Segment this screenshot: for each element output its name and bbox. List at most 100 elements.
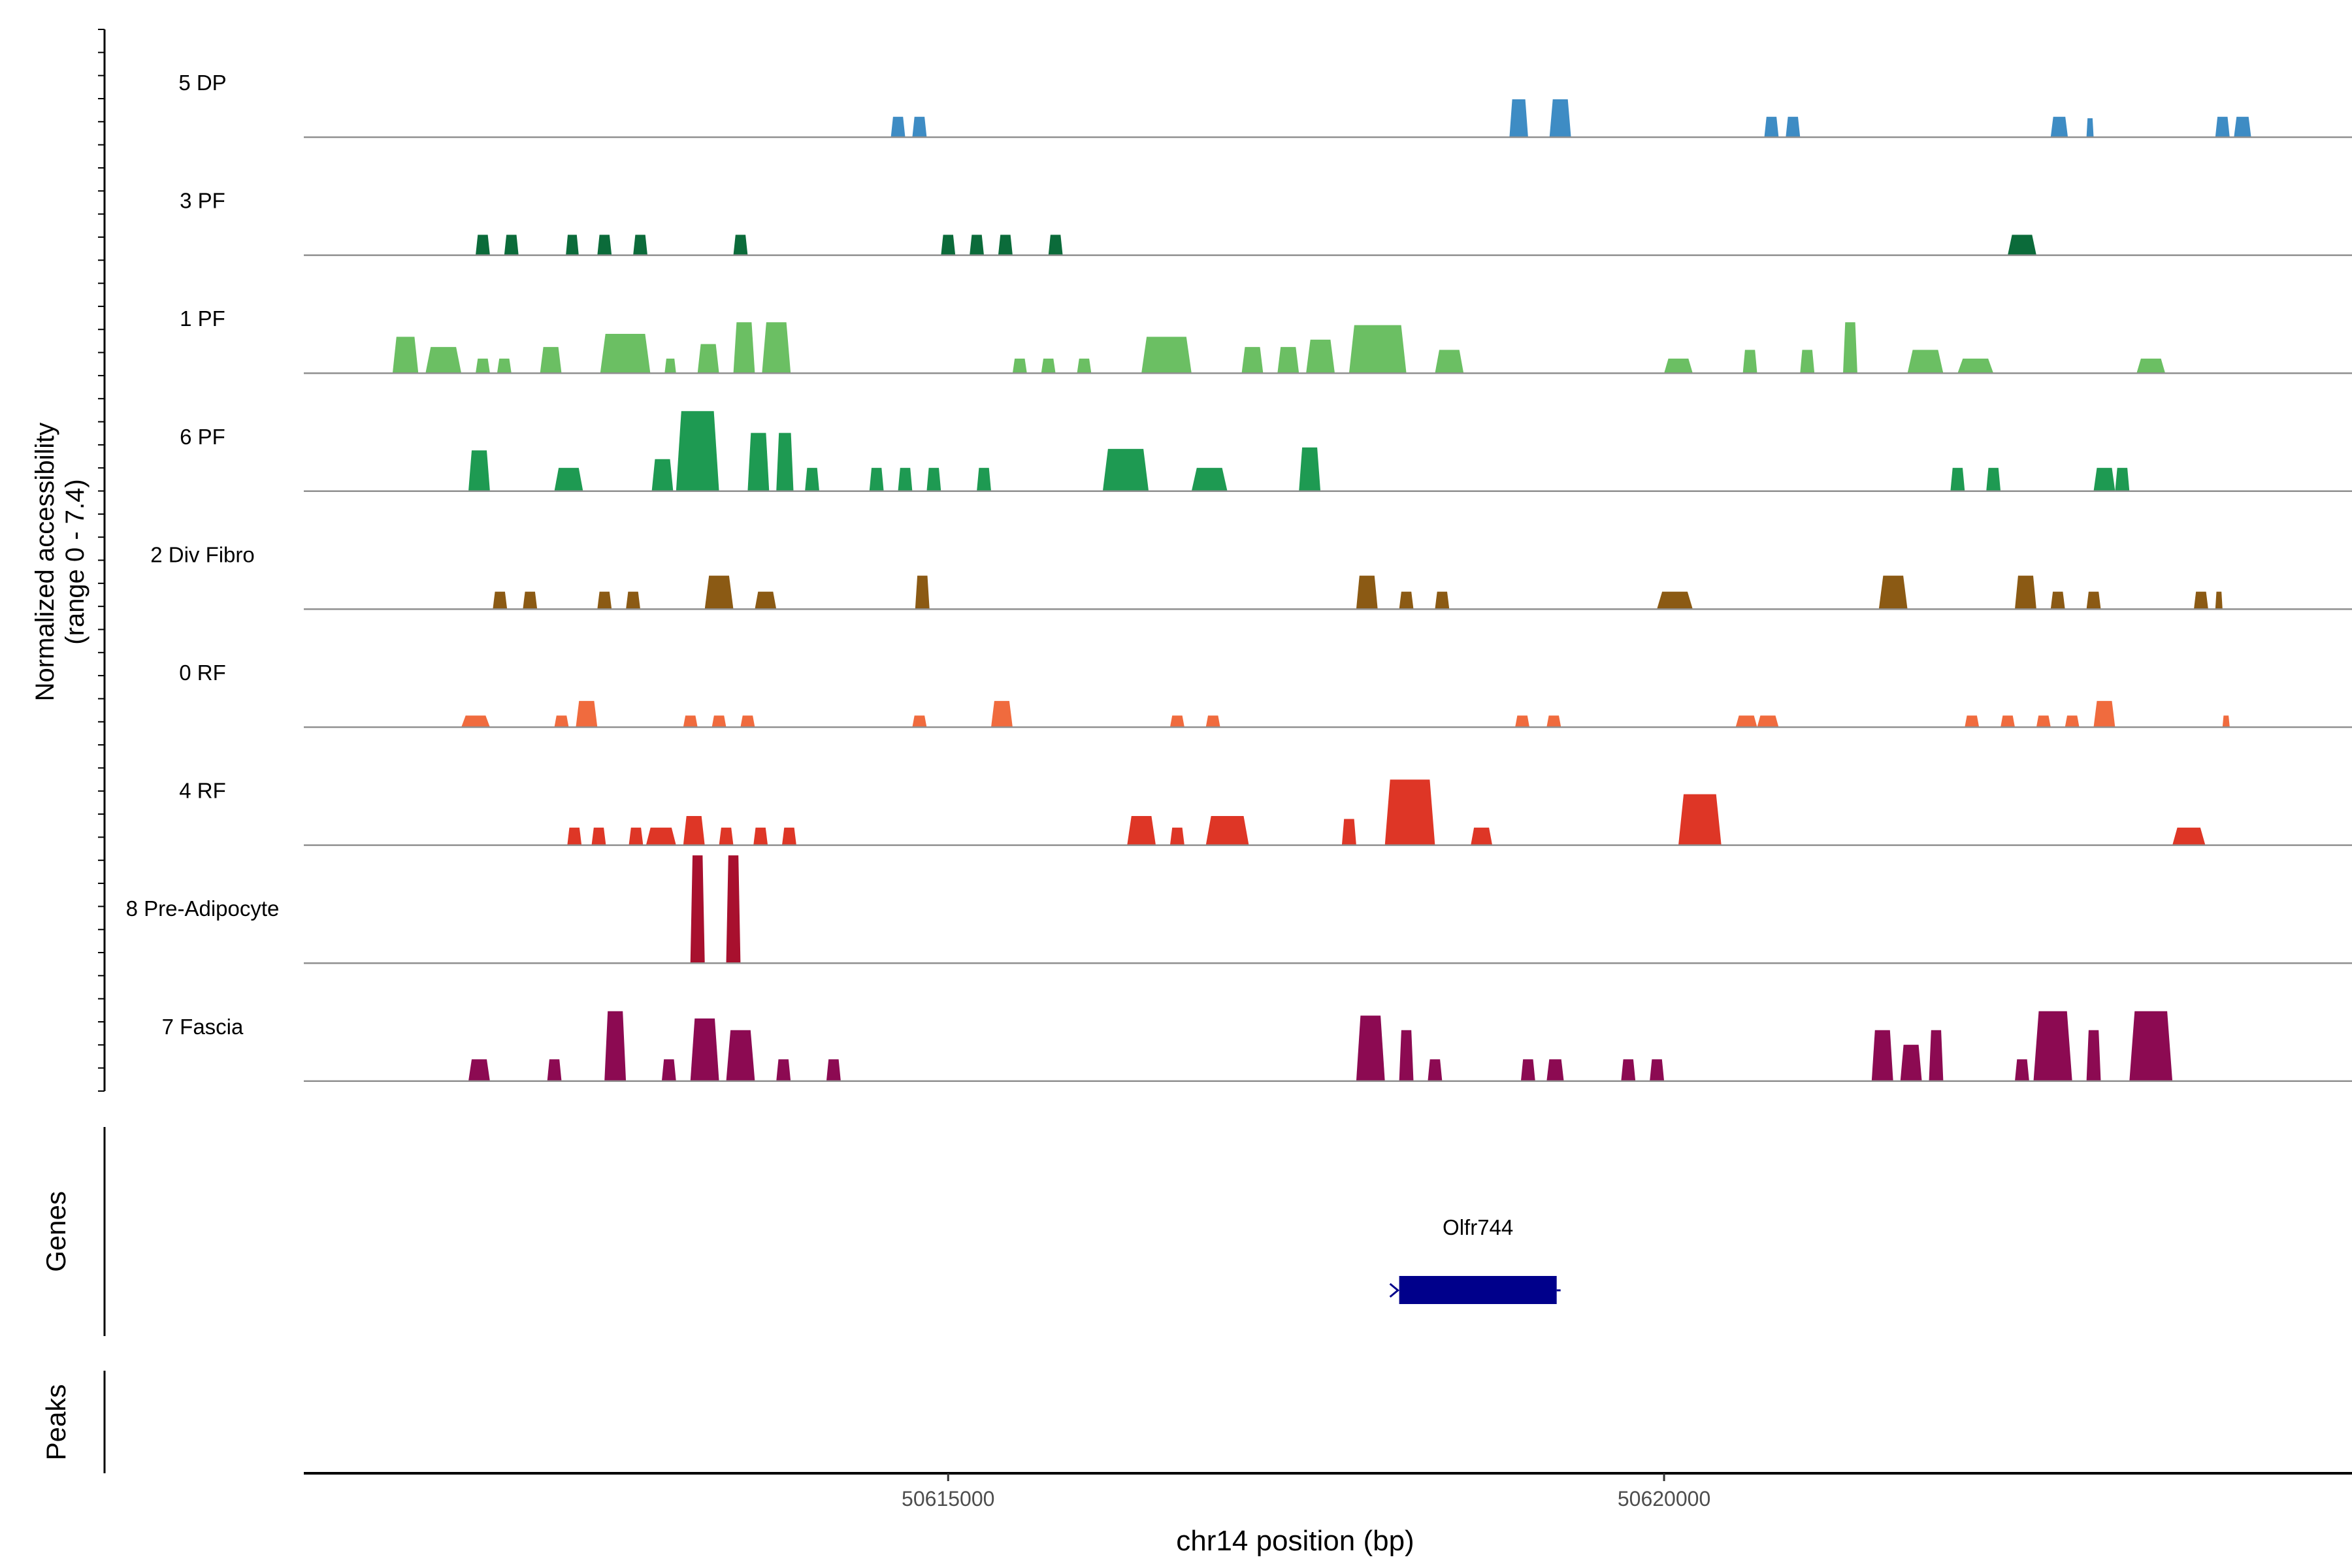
x-axis-label: chr14 position (bp): [1176, 1525, 1414, 1557]
accessibility-peak: [776, 1059, 791, 1081]
accessibility-peak: [468, 1059, 490, 1081]
accessibility-peak: [1900, 1045, 1922, 1081]
accessibility-peak: [941, 235, 956, 255]
accessibility-peak: [1399, 591, 1414, 610]
accessibility-peak: [1742, 350, 1757, 374]
accessibility-peak: [2093, 700, 2115, 727]
accessibility-peak: [1428, 1059, 1443, 1081]
accessibility-peak: [1515, 715, 1529, 727]
track-0-rf: 0 RF: [179, 661, 2352, 728]
accessibility-peak: [504, 235, 519, 255]
accessibility-peak: [1520, 1059, 1535, 1081]
x-tick-label: 50615000: [902, 1487, 994, 1511]
track-6-pf: 6 PF: [180, 411, 2352, 493]
gene-body: [1399, 1276, 1557, 1304]
accessibility-peak: [1141, 336, 1192, 374]
accessibility-peak: [597, 235, 612, 255]
accessibility-peak: [2222, 715, 2230, 727]
accessibility-peak: [1957, 358, 1994, 374]
accessibility-peak: [690, 1018, 719, 1081]
accessibility-peak: [1306, 339, 1335, 374]
accessibility-peak: [523, 591, 538, 610]
accessibility-peak: [1048, 235, 1063, 255]
accessibility-peak: [2136, 358, 2166, 374]
accessibility-peak: [2086, 118, 2094, 137]
accessibility-peak: [753, 827, 768, 845]
accessibility-peak: [1435, 591, 1450, 610]
accessibility-peak: [1546, 1059, 1564, 1081]
gene-name-label: Olfr744: [1443, 1215, 1513, 1239]
track-layer: 5 DP 3 PF 1 PF 6 PF 2 Div Fibro 0 RF 4 RF 8 Pre…: [126, 71, 2352, 1083]
accessibility-peak: [664, 358, 676, 374]
accessibility-peak: [1356, 576, 1378, 610]
accessibility-peak: [2015, 576, 2036, 610]
track-3-pf: 3 PF: [180, 189, 2352, 256]
accessibility-peak: [2008, 235, 2036, 255]
accessibility-peak: [1764, 116, 1779, 137]
accessibility-peak: [1205, 715, 1220, 727]
track-4-rf: 4 RF: [179, 779, 2352, 846]
accessibility-peak: [1102, 449, 1149, 491]
accessibility-peak: [2234, 116, 2251, 137]
accessibility-peak: [683, 816, 705, 845]
accessibility-peak: [926, 468, 941, 491]
gene-strand-arrow: [1389, 1282, 1399, 1298]
accessibility-peak: [1735, 715, 1757, 727]
accessibility-peak: [782, 827, 796, 845]
y-axis-label-line: Normalized accessibility: [31, 423, 59, 702]
accessibility-peak: [604, 1011, 627, 1081]
accessibility-peak: [915, 576, 930, 610]
accessibility-peak: [2086, 1030, 2101, 1081]
accessibility-peak: [651, 459, 674, 491]
accessibility-peak: [998, 235, 1013, 255]
accessibility-peak: [392, 336, 419, 374]
accessibility-peak: [869, 468, 884, 491]
accessibility-peak: [726, 1030, 755, 1081]
accessibility-peak: [762, 322, 791, 374]
accessibility-peak: [2015, 1059, 2029, 1081]
accessibility-peak: [576, 700, 598, 727]
accessibility-peak: [2215, 591, 2223, 610]
track-1-pf: 1 PF: [180, 306, 2352, 374]
accessibility-peak: [1546, 715, 1561, 727]
accessibility-peak: [567, 827, 582, 845]
accessibility-peak: [1965, 715, 1980, 727]
accessibility-peak: [493, 591, 508, 610]
accessibility-peak: [912, 116, 927, 137]
accessibility-peak: [1341, 819, 1356, 845]
y-axis-label: Normalized accessibility(range 0 - 7.4): [31, 423, 90, 702]
accessibility-peak: [1950, 468, 1965, 491]
accessibility-peak: [1800, 350, 1815, 374]
accessibility-peak: [991, 700, 1013, 727]
accessibility-peak: [2050, 591, 2065, 610]
accessibility-peak: [645, 827, 676, 845]
accessibility-peak: [2093, 468, 2115, 491]
accessibility-peak: [697, 344, 719, 374]
accessibility-peak: [1907, 350, 1944, 374]
accessibility-peak: [566, 235, 579, 255]
track-2-div-fibro: 2 Div Fibro: [150, 542, 2352, 610]
accessibility-peak: [591, 827, 606, 845]
accessibility-peak: [1077, 358, 1092, 374]
accessibility-peak: [1878, 576, 1908, 610]
accessibility-peak: [2036, 715, 2051, 727]
accessibility-peak: [2065, 715, 2080, 727]
gene-olfr744: Olfr744: [1389, 1215, 1561, 1304]
accessibility-peak: [2050, 116, 2068, 137]
accessibility-peak: [2001, 715, 2015, 727]
track-5-dp: 5 DP: [178, 71, 2352, 139]
accessibility-peak: [1012, 358, 1027, 374]
accessibility-peak: [1356, 1015, 1385, 1081]
accessibility-peak: [554, 715, 569, 727]
accessibility-peak: [711, 715, 727, 727]
track-label: 4 RF: [179, 779, 226, 803]
accessibility-peak: [1650, 1059, 1665, 1081]
track-7-fascia: 7 Fascia: [162, 1011, 2352, 1083]
accessibility-peak: [1843, 322, 1857, 374]
track-8-pre-adipocyte: 8 Pre-Adipocyte: [126, 855, 2352, 964]
track-label: 1 PF: [180, 306, 225, 331]
accessibility-peak: [1786, 116, 1801, 137]
accessibility-peak: [683, 715, 698, 727]
accessibility-peak: [2172, 827, 2206, 845]
